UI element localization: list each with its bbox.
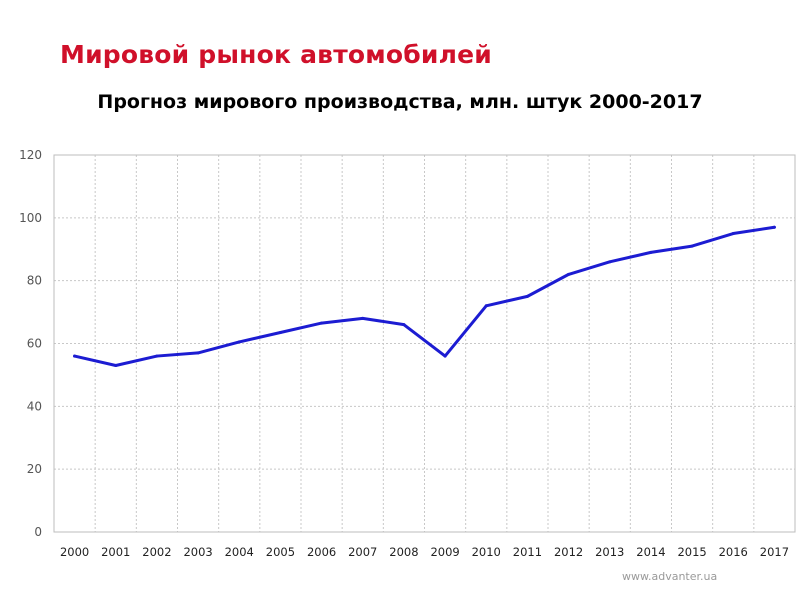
- x-tick-label: 2001: [101, 545, 130, 559]
- data-point: [402, 323, 406, 327]
- data-point: [484, 304, 488, 308]
- data-point: [155, 354, 159, 358]
- data-point: [278, 331, 282, 335]
- data-point: [608, 260, 612, 264]
- series-line: [73, 225, 776, 367]
- x-tick-label: 2000: [60, 545, 89, 559]
- x-tick-label: 2010: [472, 545, 501, 559]
- data-point: [731, 232, 735, 236]
- data-point: [237, 340, 241, 344]
- grid-lines: [54, 155, 795, 532]
- series-layer: [73, 225, 776, 367]
- y-tick-label: 120: [19, 148, 42, 162]
- x-tick-label: 2008: [389, 545, 418, 559]
- plot-frame: [53, 154, 796, 533]
- data-point: [196, 351, 200, 355]
- y-tick-label: 20: [27, 462, 42, 476]
- data-point: [73, 354, 77, 358]
- x-tick-label: 2016: [719, 545, 748, 559]
- x-axis-ticks: 2000 2001 2002 2003 2004 2005 2006 2007 2008 2009…: [60, 545, 789, 559]
- x-tick-label: 2012: [554, 545, 583, 559]
- x-tick-label: 2015: [677, 545, 706, 559]
- x-tick-label: 2009: [430, 545, 459, 559]
- x-tick-label: 2002: [142, 545, 171, 559]
- data-point: [320, 321, 324, 325]
- data-point: [567, 272, 571, 276]
- x-tick-label: 2006: [307, 545, 336, 559]
- x-tick-label: 2003: [183, 545, 212, 559]
- chart-title: Прогноз мирового производства, млн. штук…: [97, 91, 703, 113]
- y-tick-label: 0: [34, 525, 42, 539]
- x-tick-label: 2007: [348, 545, 377, 559]
- data-point: [361, 316, 365, 320]
- x-tick-label: 2005: [266, 545, 295, 559]
- data-point: [525, 294, 529, 298]
- y-tick-label: 40: [27, 399, 42, 413]
- x-tick-label: 2013: [595, 545, 624, 559]
- y-tick-label: 80: [27, 274, 42, 288]
- data-point: [443, 354, 447, 358]
- data-point: [690, 244, 694, 248]
- x-tick-label: 2004: [225, 545, 254, 559]
- data-point: [649, 250, 653, 254]
- data-point: [772, 225, 776, 229]
- website-link[interactable]: www.advanter.ua: [622, 570, 718, 583]
- y-axis-ticks: 0 20 40 60 80 100 120: [19, 148, 42, 539]
- page-heading: Мировой рынок автомобилей: [60, 40, 493, 69]
- data-point: [114, 363, 118, 367]
- y-tick-label: 60: [27, 337, 42, 351]
- x-tick-label: 2014: [636, 545, 665, 559]
- x-tick-label: 2017: [760, 545, 789, 559]
- y-tick-label: 100: [19, 211, 42, 225]
- x-tick-label: 2011: [513, 545, 542, 559]
